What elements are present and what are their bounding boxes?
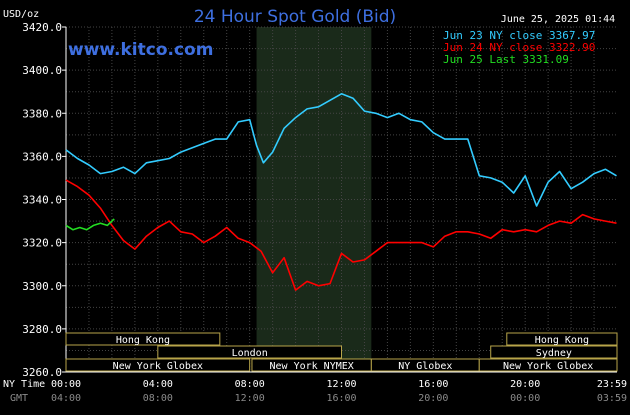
x-tick-label-ny: 23:59 [597,379,627,390]
session-box [490,345,618,359]
session-box [65,358,251,372]
session-label: New York NYMEX [270,361,354,372]
y-tick-label: 3360.0 [22,150,62,163]
session-label: NY Globex [398,361,452,372]
session-label: Hong Kong [535,335,589,346]
session-box [65,332,221,346]
legend-entry-jun23: Jun 23 NY close 3367.97 [443,29,595,42]
ny-time-label: NY Time [3,379,45,390]
session-label: New York Globex [503,361,593,372]
y-tick-label: 3260.0 [22,366,62,379]
gmt-label: GMT [10,393,28,404]
x-tick-label-ny: 04:00 [143,379,173,390]
timestamp: June 25, 2025 01:44 [501,14,615,25]
nymex-shaded-region [256,27,372,372]
session-box [157,345,342,359]
y-tick-label: 3300.0 [22,280,62,293]
x-tick-label-ny: 12:00 [326,379,356,390]
x-tick-label-gmt: 12:00 [235,393,265,404]
session-label: Hong Kong [116,335,170,346]
legend-entry-jun25: Jun 25 Last 3331.09 [443,53,569,66]
y-tick-label: 3420.0 [22,21,62,34]
y-tick-label: 3340.0 [22,194,62,207]
y-tick-label: 3320.0 [22,237,62,250]
x-tick-label-gmt: 04:00 [51,393,81,404]
x-tick-label-ny: 20:00 [510,379,540,390]
session-label: Sydney [536,348,572,359]
chart-title: 24 Hour Spot Gold (Bid) [194,7,396,27]
x-tick-label-gmt: 03:59 [597,393,627,404]
x-tick-label-ny: 00:00 [51,379,81,390]
session-box [478,358,618,372]
y-axis-unit: USD/oz [3,9,39,20]
session-label: London [232,348,268,359]
series-line-0 [65,93,617,207]
legend-entry-jun24: Jun 24 NY close 3322.90 [443,41,595,54]
y-tick-label: 3400.0 [22,64,62,77]
x-tick-label-ny: 16:00 [418,379,448,390]
site-link[interactable]: www.kitco.com [68,40,213,60]
x-tick-label-gmt: 08:00 [143,393,173,404]
y-tick-label: 3380.0 [22,107,62,120]
x-tick-label-ny: 08:00 [235,379,265,390]
session-label: New York Globex [113,361,203,372]
series-line-1 [65,179,617,291]
y-tick-label: 3280.0 [22,323,62,336]
x-tick-label-gmt: 00:00 [510,393,540,404]
legend: Jun 23 NY close 3367.97 Jun 24 NY close … [443,29,595,66]
x-tick-label-gmt: 20:00 [418,393,448,404]
series-line-2 [65,218,115,231]
x-tick-label-gmt: 16:00 [326,393,356,404]
session-box [506,332,618,346]
